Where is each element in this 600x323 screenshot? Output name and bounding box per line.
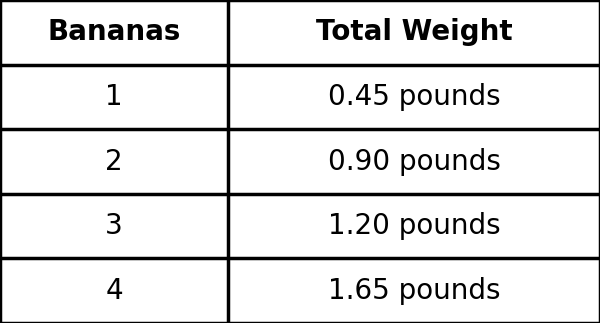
Text: 0.45 pounds: 0.45 pounds xyxy=(328,83,500,111)
Text: 2: 2 xyxy=(105,148,123,175)
Text: 3: 3 xyxy=(105,212,123,240)
Text: 1.65 pounds: 1.65 pounds xyxy=(328,277,500,305)
Text: 0.90 pounds: 0.90 pounds xyxy=(328,148,500,175)
Text: 1: 1 xyxy=(105,83,123,111)
Text: Total Weight: Total Weight xyxy=(316,18,512,46)
Text: Bananas: Bananas xyxy=(47,18,181,46)
Text: 1.20 pounds: 1.20 pounds xyxy=(328,212,500,240)
Text: 4: 4 xyxy=(105,277,123,305)
